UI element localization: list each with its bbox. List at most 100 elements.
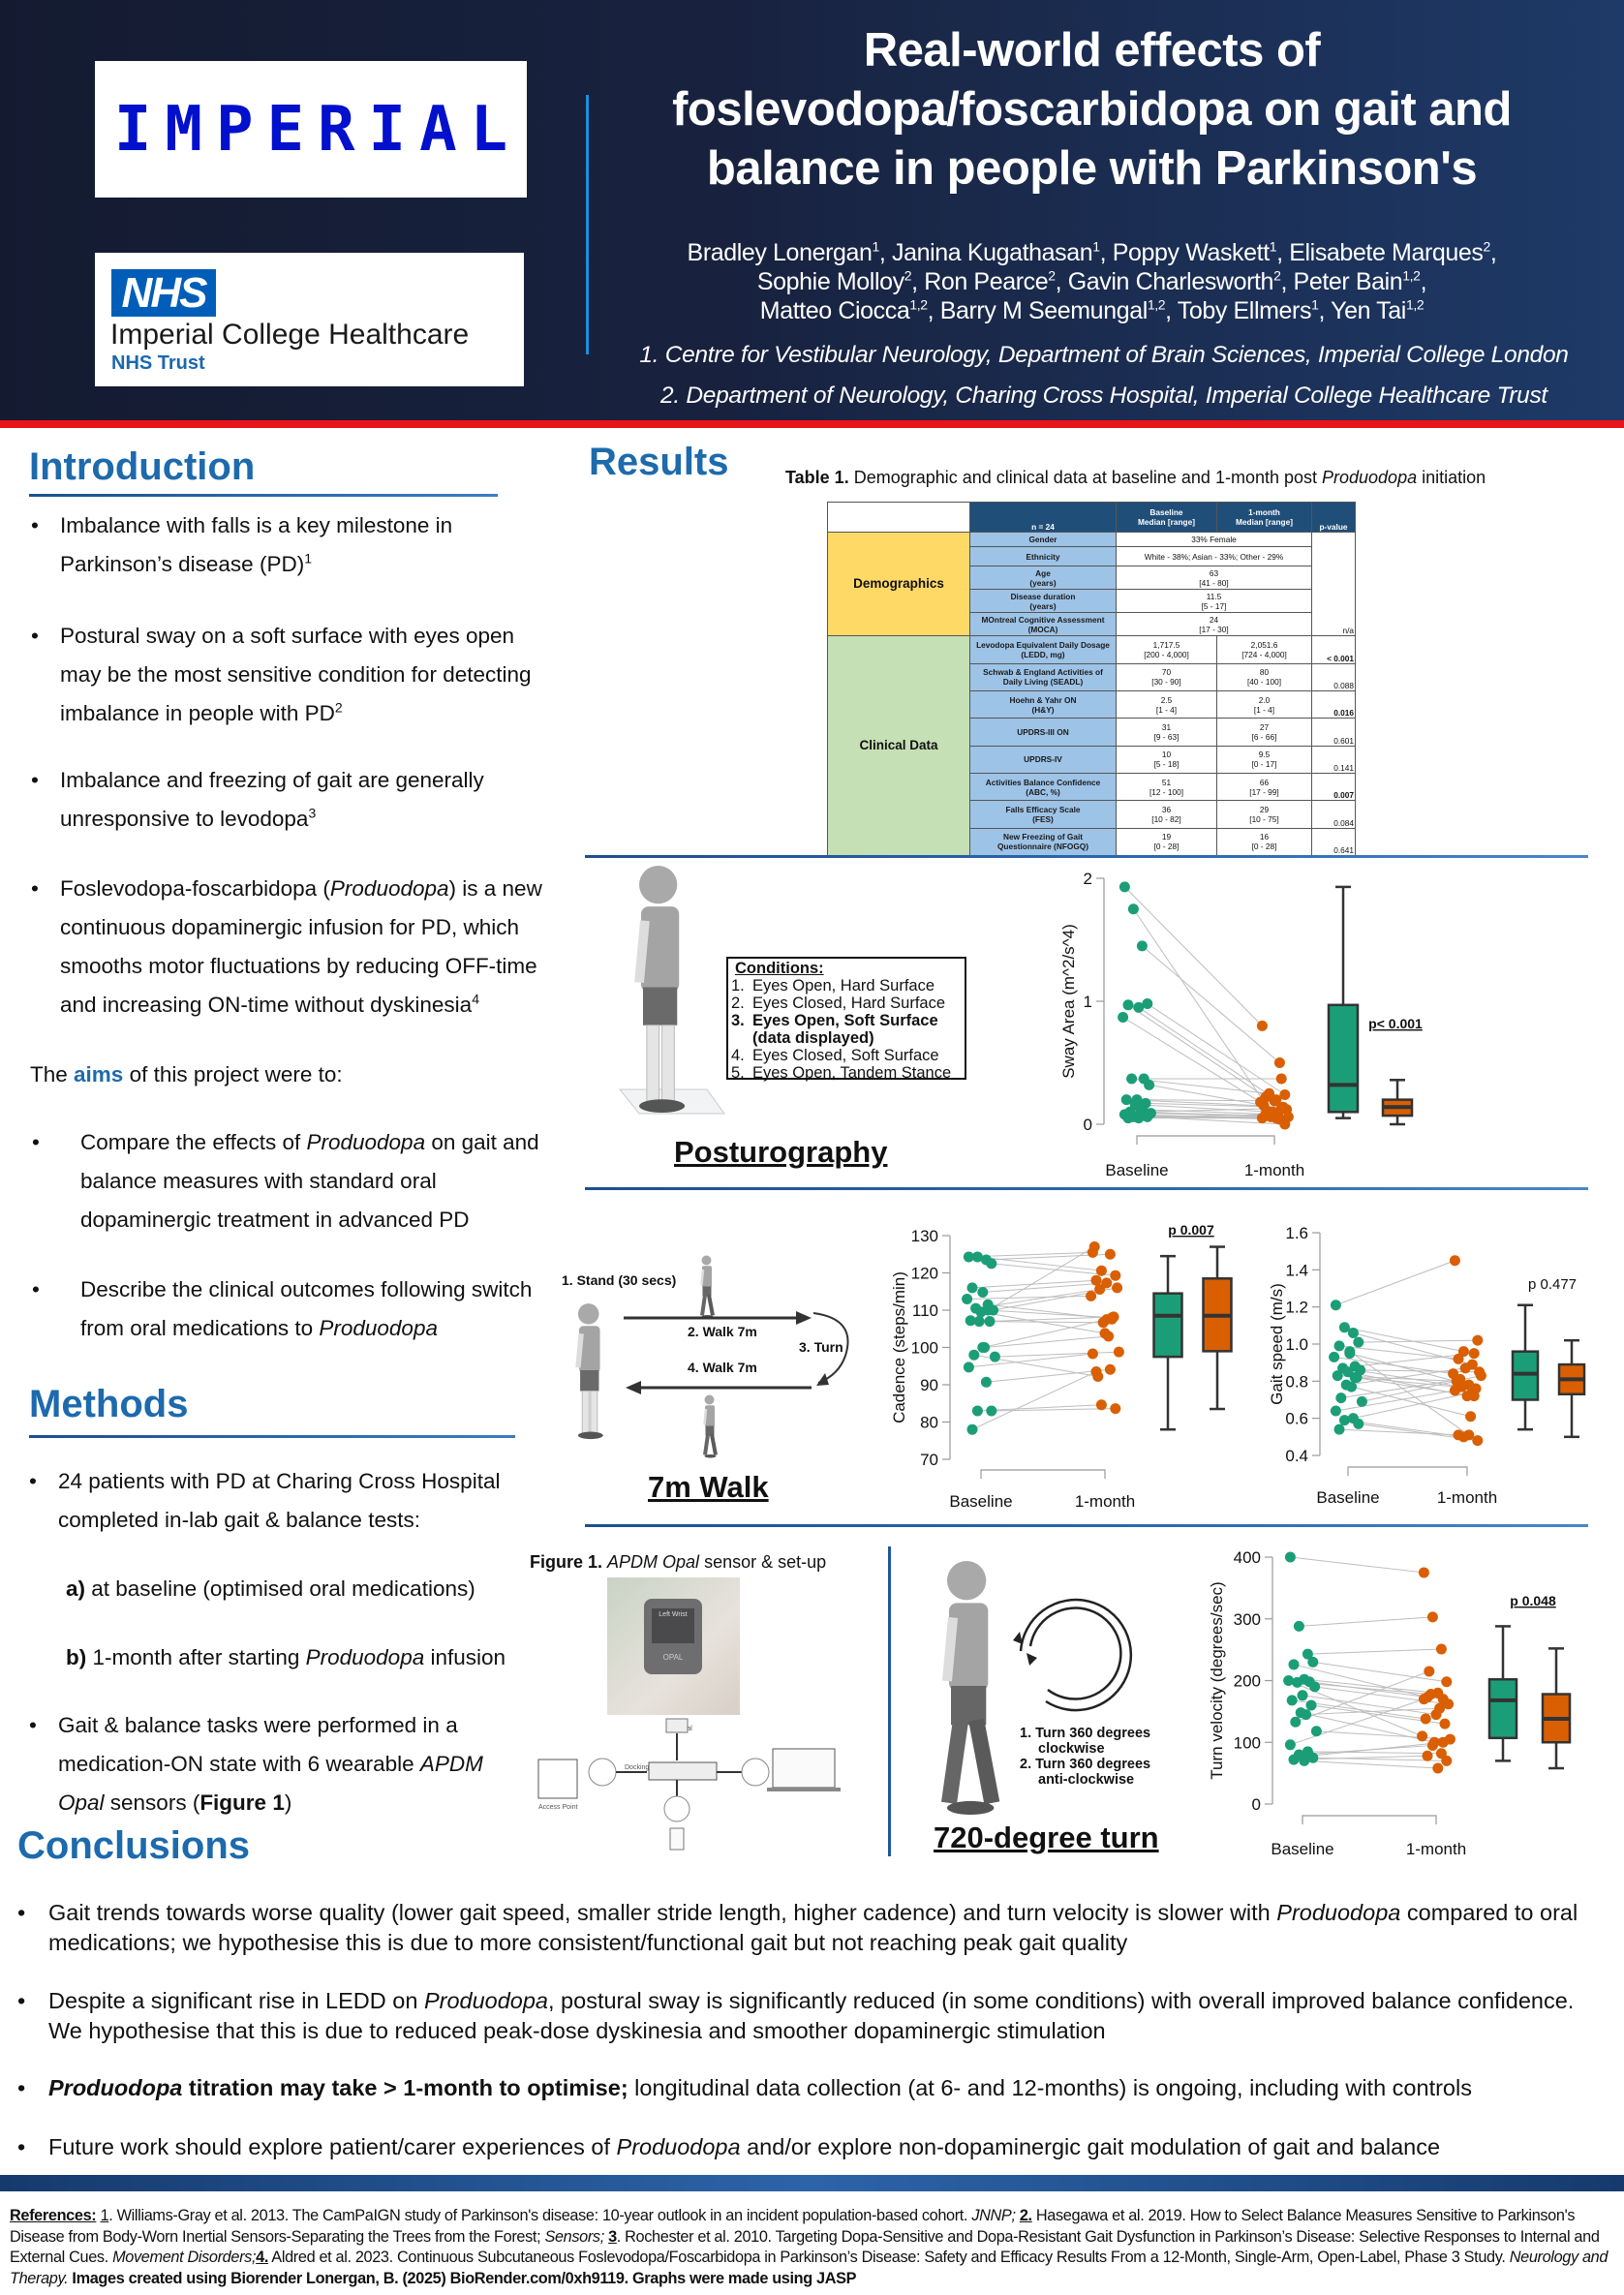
text-segment: on gait and balance measures with standa… [80, 1130, 539, 1232]
1month-point [1463, 1429, 1475, 1441]
bullet-text: Postural sway on a soft surface with eye… [60, 624, 532, 725]
pair-line [1299, 1616, 1433, 1627]
1month-point [1463, 1379, 1475, 1391]
text-segment: 2 [1483, 238, 1491, 255]
1month-point [1087, 1246, 1098, 1258]
bullet-icon: • [17, 1900, 26, 1925]
table-header-cell: 1-month Median [range] [1216, 502, 1312, 533]
references: References: 1. Williams-Gray et al. 2013… [10, 2206, 1617, 2289]
1month-point [1437, 1736, 1449, 1748]
1month-point [1273, 1114, 1285, 1125]
text-segment: Gait & balance tasks were performed in a… [58, 1713, 458, 1776]
table-row: Age (years) 63 [41 - 80] [828, 566, 1356, 591]
author-line: Bradley Lonergan1, Janina Kugathasan1, P… [600, 238, 1583, 267]
text-segment: 4 [472, 991, 479, 1007]
bullet-text: Future work should explore patient/carer… [48, 2134, 1440, 2159]
torso [949, 1603, 989, 1692]
text-segment: APDM Opal [607, 1552, 700, 1572]
baseline-point [1124, 1106, 1136, 1117]
1month-box [1541, 1693, 1572, 1744]
1month-point [1451, 1375, 1462, 1387]
pair-line [991, 1263, 1116, 1276]
bullet-icon: • [31, 876, 39, 901]
text-segment: ) is a new continuous dopaminergic infus… [60, 876, 542, 1017]
table-row: Disease duration (years) 11.5 [5 - 17] [828, 589, 1356, 614]
text-segment: Produodopa [616, 2134, 741, 2159]
1month-point [1457, 1431, 1469, 1443]
1month-point [1475, 1370, 1486, 1382]
baseline-point [1126, 1073, 1138, 1085]
baseline-box [1327, 1003, 1360, 1114]
demographic-clinical-table: n = 24 Baseline Median [range] 1-month Med… [827, 502, 1356, 857]
1month-point [1417, 1730, 1428, 1742]
text-segment: , Gavin Charlesworth [1055, 268, 1274, 295]
baseline-point [970, 1302, 982, 1314]
turn-step-2-detail: anti-clockwise [1038, 1772, 1135, 1788]
1month-point [1459, 1362, 1471, 1374]
bullet-icon: • [29, 1713, 37, 1737]
x-axis-bracket [1136, 1135, 1275, 1145]
baseline-point [1340, 1379, 1352, 1391]
baseline-point [1144, 1079, 1155, 1090]
baseline-point [1344, 1346, 1356, 1358]
x-axis-bracket [1302, 1815, 1437, 1824]
1month-point [1435, 1643, 1447, 1655]
pair-line [1305, 1707, 1440, 1716]
text-segment: Neurology and Therapy. [10, 2249, 1609, 2287]
power-outlet-icon [669, 1827, 685, 1851]
text-segment: , Toby Ellmers [1165, 297, 1312, 324]
conclusion-bullet: • Produodopa titration may take > 1-month… [17, 2073, 1598, 2103]
table-caption: Table 1. Demographic and clinical data a… [785, 468, 1486, 488]
text-segment: Demographic and clinical data at baselin… [848, 468, 1322, 487]
text-segment: Despite a significant rise in LEDD on [48, 1988, 424, 2013]
baseline-point [1342, 1366, 1354, 1378]
pair-line [1349, 1353, 1469, 1386]
x-category-label: Baseline [1105, 1161, 1168, 1179]
shoes [639, 1099, 686, 1113]
1month-point [1265, 1111, 1276, 1122]
pair-line [968, 1353, 1093, 1368]
p-value-label: p< 0.001 [1368, 1016, 1423, 1031]
text-segment: Produodopa [423, 1988, 548, 2013]
text-segment: of this project were to: [123, 1062, 343, 1086]
figure1-caption: Figure 1. APDM Opal sensor & set-up [530, 1552, 826, 1573]
y-tick-label: 1 [1084, 993, 1092, 1011]
text-segment: Sensors; [544, 2227, 604, 2246]
table-baseline-cell: 10 [5 - 18] [1116, 745, 1217, 774]
text-segment: 2 [904, 267, 912, 284]
text-segment: Produodopa [1276, 1900, 1401, 1925]
condition-number: 2. [731, 994, 745, 1012]
conclusions-heading: Conclusions [17, 1824, 251, 1867]
y-tick-label: 130 [911, 1227, 938, 1245]
y-tick-label: 0 [1252, 1795, 1261, 1814]
baseline-point [986, 1258, 997, 1270]
conditions-box: Conditions: 1. Eyes Open, Hard Surface 2. E… [726, 957, 966, 1082]
baseline-point [1292, 1676, 1303, 1688]
baseline-point [979, 1342, 991, 1353]
1month-point [1264, 1087, 1275, 1099]
table-row-label: New Freezing of Gait Questionnaire (NFOG… [969, 827, 1117, 857]
torso [579, 1326, 600, 1373]
table-value-cell: 63 [41 - 80] [1116, 566, 1312, 591]
text-segment: , Janina Kugathasan [878, 239, 1093, 266]
baseline-point [1120, 1094, 1132, 1106]
1month-point [1101, 1277, 1113, 1289]
1month-point [1434, 1702, 1446, 1714]
aim-bullet: • Compare the effects of Produodopa on ga… [32, 1123, 555, 1239]
baseline-point [1302, 1648, 1313, 1660]
1month-point [1441, 1676, 1453, 1688]
cable-icon [741, 1758, 770, 1787]
baseline-point [1142, 1111, 1153, 1122]
walk-step-walk-out: 2. Walk 7m [688, 1324, 757, 1339]
section-divider [585, 1187, 1588, 1190]
1month-point [1422, 1750, 1433, 1761]
1month-point [1456, 1381, 1468, 1392]
baseline-point [1335, 1392, 1347, 1404]
table-p-value: n/a [1311, 531, 1356, 637]
text-segment: , Elisabete Marques [1276, 239, 1484, 266]
pair-line [1358, 1423, 1478, 1442]
footer-bar [0, 2175, 1624, 2191]
arm [703, 1408, 708, 1425]
pair-line [1309, 1741, 1444, 1757]
pair-line [995, 1351, 1119, 1358]
